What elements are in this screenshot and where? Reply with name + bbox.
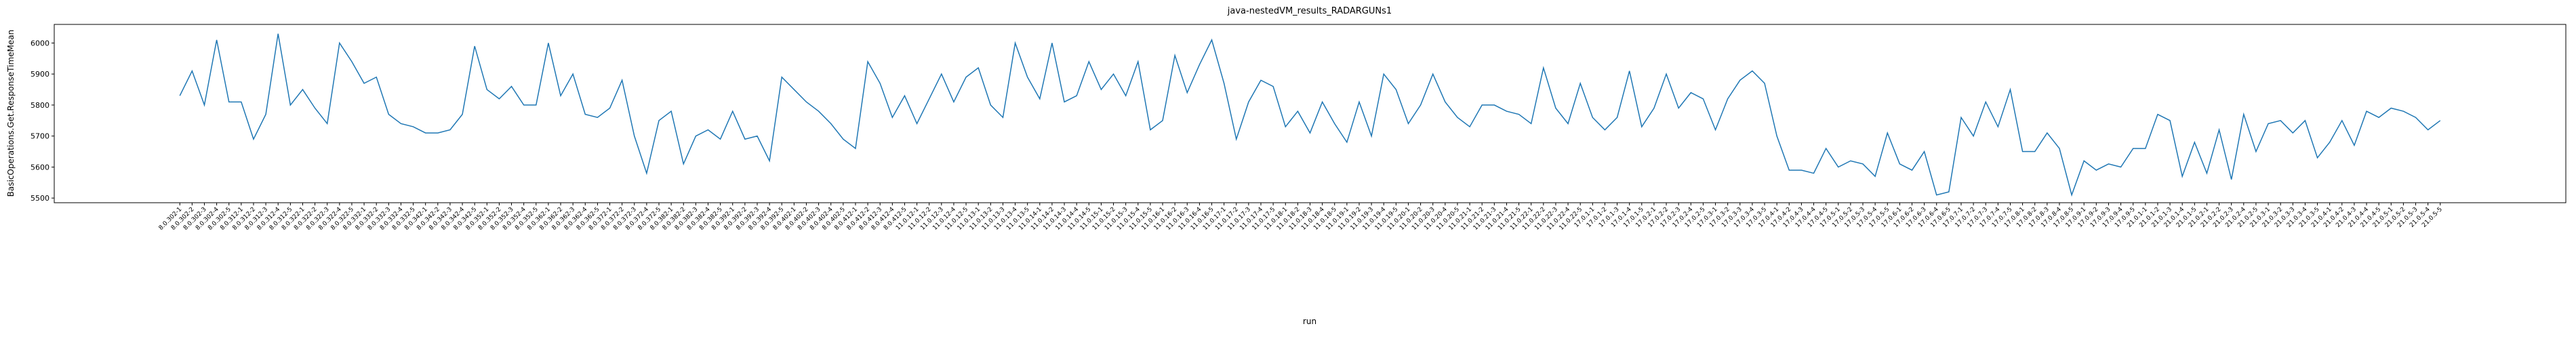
y-axis-label: BasicOperations.Get.ResponseTimeMean [6,30,16,197]
line-series [179,33,2441,197]
y-tick-label: 5700 [31,132,49,141]
y-tick-label: 5500 [31,194,49,203]
plot-frame [54,24,2567,203]
y-tick-label: 5600 [31,163,49,172]
y-tick-label: 5800 [31,101,49,110]
y-tick-label: 6000 [31,39,49,47]
chart-title: java-nestedVM_results_RADARGUNs1 [1227,6,1392,16]
y-tick-label: 5900 [31,70,49,79]
x-axis-label: run [1303,317,1316,326]
